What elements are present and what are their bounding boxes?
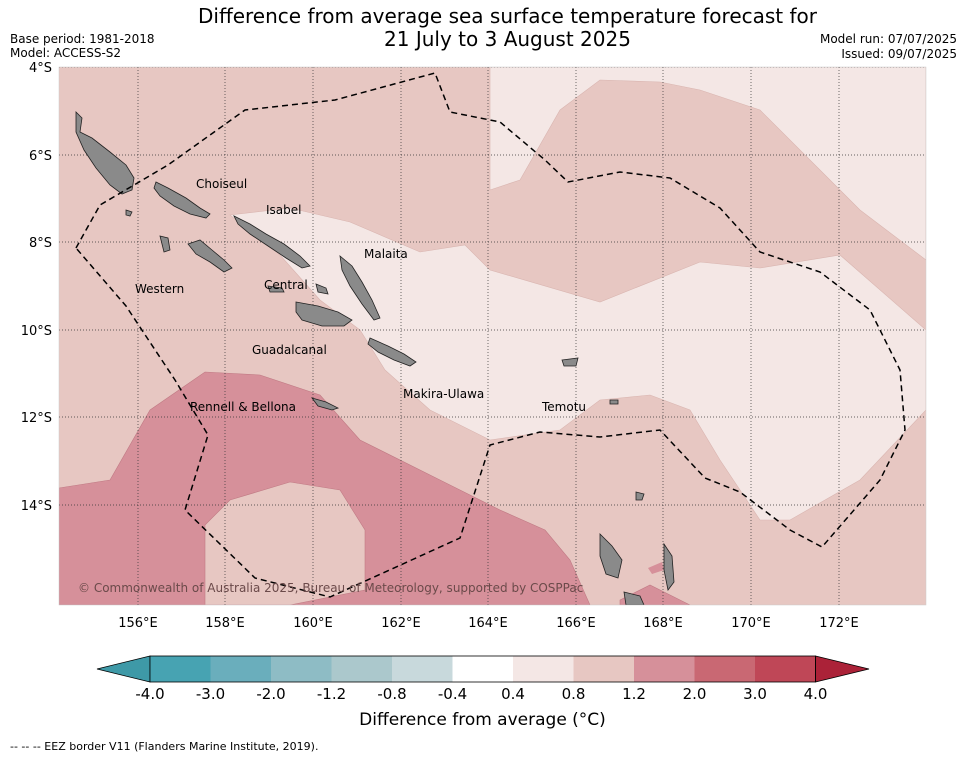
island-vanuatu-south bbox=[623, 591, 645, 605]
province-label-central: Central bbox=[264, 278, 308, 292]
province-label-western: Western bbox=[135, 282, 184, 296]
colorbar-segment bbox=[392, 656, 453, 682]
map-title-period: 21 July to 3 August 2025 bbox=[384, 27, 631, 51]
lon-label: 170°E bbox=[731, 616, 771, 631]
colorbar-tick-label: -3.0 bbox=[196, 685, 225, 703]
latitude-labels: 4°S 6°S 8°S 10°S 12°S 14°S bbox=[21, 61, 52, 514]
land-masses bbox=[75, 111, 675, 605]
lat-label: 10°S bbox=[21, 324, 52, 339]
colorbar-tick-label: -2.0 bbox=[256, 685, 285, 703]
map-frame bbox=[58, 66, 927, 606]
colorbar-tick-label: 0.8 bbox=[562, 685, 586, 703]
colorbar: -4.0 -3.0 -2.0 -1.2 -0.8 -0.4 0.4 0.8 1.2 2.0 3.0 4… bbox=[96, 655, 870, 703]
graticule bbox=[59, 67, 926, 605]
island-vanuatu-mid bbox=[663, 542, 675, 591]
colorbar-arrow-high bbox=[815, 655, 870, 683]
colorbar-segment bbox=[150, 656, 211, 682]
province-label-guadalcanal: Guadalcanal bbox=[252, 343, 327, 357]
colorbar-segment bbox=[694, 656, 755, 682]
model-run: Model run: 07/07/2025 bbox=[819, 32, 957, 46]
province-label-isabel: Isabel bbox=[266, 203, 301, 217]
colorbar-tick-label: -1.2 bbox=[317, 685, 346, 703]
province-label-rennell-bellona: Rennell & Bellona bbox=[190, 400, 296, 414]
lon-label: 168°E bbox=[643, 616, 683, 631]
colorbar-tick-label: -4.0 bbox=[135, 685, 164, 703]
lat-label: 14°S bbox=[21, 499, 52, 514]
colorbar-segment bbox=[271, 656, 332, 682]
anomaly-region-1.2-2.0-small bbox=[648, 562, 664, 574]
issued-date: Issued: 09/07/2025 bbox=[841, 47, 957, 61]
longitude-labels: 156°E 158°E 160°E 162°E 164°E 166°E 168°… bbox=[118, 616, 859, 631]
island-banks bbox=[635, 491, 645, 501]
island-temotu bbox=[561, 357, 579, 367]
colorbar-tick-label: 3.0 bbox=[743, 685, 767, 703]
colorbar-segment bbox=[755, 656, 816, 682]
lat-label: 8°S bbox=[29, 236, 52, 251]
anomaly-region-0.4-0.8 bbox=[489, 67, 926, 261]
colorbar-segment bbox=[452, 656, 513, 682]
eez-legend-note: -- -- -- EEZ border V11 (Flanders Marine… bbox=[10, 740, 319, 753]
province-label-makira-ulawa: Makira-Ulawa bbox=[403, 387, 484, 401]
colorbar-tick-label: 2.0 bbox=[683, 685, 707, 703]
anomaly-region-0.4-0.8-main bbox=[229, 207, 926, 521]
island-florida bbox=[267, 285, 285, 293]
island-malaita bbox=[339, 255, 381, 321]
island-new-georgia bbox=[187, 239, 233, 273]
colorbar-tick-label: 1.2 bbox=[622, 685, 646, 703]
colorbar-tick-label: 4.0 bbox=[804, 685, 828, 703]
base-period: Base period: 1981-2018 bbox=[10, 32, 155, 46]
lon-label: 166°E bbox=[556, 616, 596, 631]
lon-label: 158°E bbox=[205, 616, 245, 631]
island-choiseul bbox=[153, 181, 211, 219]
island-russell bbox=[315, 283, 329, 295]
island-treasury bbox=[125, 209, 133, 217]
model-name: Model: ACCESS-S2 bbox=[10, 46, 122, 60]
island-vella bbox=[159, 235, 171, 253]
colorbar-segment bbox=[210, 656, 271, 682]
colorbar-tick-label: 0.4 bbox=[501, 685, 525, 703]
province-labels: Choiseul Isabel Malaita Western Central … bbox=[135, 177, 586, 414]
province-label-choiseul: Choiseul bbox=[196, 177, 247, 191]
colorbar-segment bbox=[634, 656, 695, 682]
island-bougainville bbox=[75, 111, 135, 195]
colorbar-segment bbox=[513, 656, 574, 682]
island-rennell bbox=[310, 397, 340, 411]
colorbar-tick-label: -0.4 bbox=[438, 685, 467, 703]
lon-label: 162°E bbox=[381, 616, 421, 631]
lon-label: 172°E bbox=[819, 616, 859, 631]
colorbar-segment bbox=[331, 656, 392, 682]
province-label-temotu: Temotu bbox=[541, 400, 586, 414]
colorbar-tick-label: -0.8 bbox=[377, 685, 406, 703]
copyright-notice: © Commonwealth of Australia 2025, Bureau… bbox=[78, 581, 583, 595]
colorbar-segment bbox=[573, 656, 634, 682]
island-vanuatu-north bbox=[599, 533, 623, 579]
lon-label: 160°E bbox=[293, 616, 333, 631]
lat-label: 6°S bbox=[29, 149, 52, 164]
eez-border bbox=[75, 72, 906, 598]
lon-label: 156°E bbox=[118, 616, 158, 631]
province-label-malaita: Malaita bbox=[364, 247, 408, 261]
island-ndeni bbox=[609, 399, 619, 405]
island-makira bbox=[367, 337, 417, 367]
island-isabel bbox=[233, 215, 311, 269]
island-guadalcanal bbox=[295, 301, 353, 327]
map-title: Difference from average sea surface temp… bbox=[197, 4, 817, 28]
anomaly-region-0.8-1.2-south bbox=[204, 481, 366, 605]
sst-anomaly-map: Choiseul Isabel Malaita Western Central … bbox=[21, 61, 927, 631]
colorbar-label: Difference from average (°C) bbox=[359, 710, 606, 730]
colorbar-arrow-low bbox=[96, 655, 151, 683]
colorbar-frame bbox=[149, 655, 816, 683]
lon-label: 164°E bbox=[468, 616, 508, 631]
lat-label: 12°S bbox=[21, 411, 52, 426]
lat-label: 4°S bbox=[29, 61, 52, 76]
